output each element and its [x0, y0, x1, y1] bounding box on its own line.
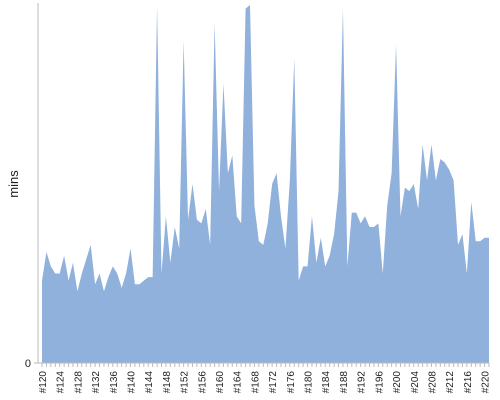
x-tick-label: #148 [162, 371, 173, 394]
x-tick-label: #216 [463, 371, 474, 394]
x-tick-label: #192 [357, 371, 368, 394]
x-tick-label: #136 [109, 371, 120, 394]
x-tick-label: #132 [91, 371, 102, 394]
x-tick-label: #120 [38, 371, 49, 394]
x-tick-label: #152 [180, 371, 191, 394]
x-tick-label: #160 [215, 371, 226, 394]
x-tick-label: #204 [410, 371, 421, 394]
x-tick-label: #140 [127, 371, 138, 394]
x-tick-label: #168 [250, 371, 261, 394]
x-tick-label: #128 [73, 371, 84, 394]
x-tick-label: #124 [56, 371, 67, 394]
x-tick-label: #144 [144, 371, 155, 394]
y-tick-label: 0 [25, 358, 31, 370]
x-tick-label: #164 [233, 371, 244, 394]
x-tick-label: #200 [392, 371, 403, 394]
y-axis-title: mins [6, 170, 21, 198]
x-tick-label: #180 [304, 371, 315, 394]
x-tick-label: #220 [481, 371, 492, 394]
x-tick-label: #212 [445, 371, 456, 394]
x-tick-label: #156 [197, 371, 208, 394]
x-tick-label: #176 [286, 371, 297, 394]
x-tick-label: #196 [374, 371, 385, 394]
x-tick-label: #184 [321, 371, 332, 394]
area [42, 5, 489, 363]
x-tick-label: #188 [339, 371, 350, 394]
x-tick-label: #208 [427, 371, 438, 394]
x-tick-label: #172 [268, 371, 279, 394]
